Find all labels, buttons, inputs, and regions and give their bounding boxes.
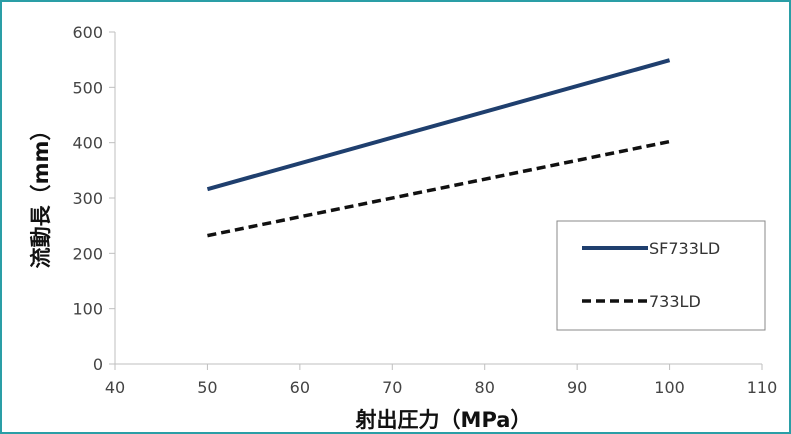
y-tick-label: 300 [72,189,103,208]
y-tick-label: 100 [72,300,103,319]
legend: SF733LD 733LD [556,220,766,331]
y-tick-label: 0 [93,355,103,374]
x-tick-label: 80 [475,378,495,397]
y-tick-label: 200 [72,244,103,263]
x-tick-label: 40 [105,378,125,397]
x-axis-title: 射出圧力（MPa） [355,408,532,432]
y-tick-label: 600 [72,23,103,42]
legend-label-sf733ld: SF733LD [649,239,720,258]
axes: 0 100 200 300 400 500 600 40 50 60 70 80 90 100 110 [72,23,777,397]
y-tick-label: 500 [72,78,103,97]
x-tick-label: 110 [747,378,778,397]
legend-label-733ld: 733LD [649,292,701,311]
x-tick-label: 100 [654,378,685,397]
series-lines [206,58,671,238]
x-tick-label: 70 [382,378,402,397]
y-axis-title: 流動長（mm） [29,120,53,269]
x-tick-label: 50 [197,378,217,397]
x-tick-label: 60 [290,378,310,397]
x-tick-label: 90 [567,378,587,397]
series-line-sf733ld [206,58,671,192]
y-tick-label: 400 [72,134,103,153]
series-line-733ld [207,139,670,238]
legend-box [556,220,766,331]
